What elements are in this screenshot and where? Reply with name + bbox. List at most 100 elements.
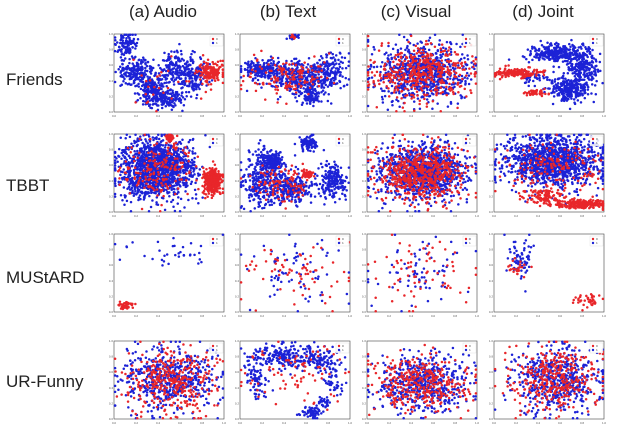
point-class-1 <box>182 103 186 107</box>
point-class-0 <box>535 70 539 73</box>
point-class-1 <box>566 71 570 75</box>
point-class-1 <box>370 76 374 79</box>
point-class-1 <box>170 77 173 81</box>
point-class-1 <box>530 45 534 49</box>
point-class-1 <box>442 46 445 49</box>
point-class-1 <box>381 101 385 104</box>
point-class-1 <box>387 90 390 93</box>
point-class-0 <box>469 89 472 92</box>
point-class-0 <box>528 66 532 69</box>
point-class-1 <box>179 150 183 154</box>
point-class-1 <box>433 78 436 82</box>
point-class-1 <box>590 75 594 79</box>
point-class-0 <box>366 34 370 38</box>
point-class-0 <box>439 92 443 95</box>
point-class-0 <box>306 81 309 84</box>
point-class-0 <box>134 101 137 104</box>
point-class-1 <box>119 71 122 74</box>
scatter-panel: 0.00.00.20.20.40.40.60.60.80.81.01.001 <box>362 32 480 118</box>
point-class-1 <box>142 99 145 103</box>
point-class-1 <box>425 98 429 101</box>
point-class-1 <box>590 92 593 95</box>
point-class-0 <box>378 82 381 86</box>
point-class-1 <box>555 84 558 87</box>
point-class-0 <box>422 78 425 82</box>
point-class-0 <box>323 61 326 64</box>
point-class-0 <box>503 71 506 75</box>
point-class-0 <box>393 70 397 74</box>
scatter-panel: 0.00.00.20.20.40.40.60.60.80.81.01.001 <box>489 32 607 118</box>
point-class-0 <box>453 50 457 54</box>
point-class-1 <box>305 77 309 81</box>
point-class-1 <box>446 75 449 79</box>
point-class-0 <box>391 80 394 84</box>
point-class-1 <box>449 100 453 104</box>
point-class-1 <box>445 91 448 95</box>
point-class-1 <box>339 71 342 74</box>
x-tick-label: 0.8 <box>453 114 457 118</box>
point-class-0 <box>428 69 432 72</box>
point-class-1 <box>464 79 467 83</box>
point-class-0 <box>453 75 457 78</box>
point-class-1 <box>389 53 393 56</box>
point-class-1 <box>256 74 260 77</box>
point-class-1 <box>596 70 600 73</box>
point-class-1 <box>548 87 551 90</box>
point-class-0 <box>512 74 515 77</box>
point-class-0 <box>319 65 322 68</box>
point-class-1 <box>173 102 176 105</box>
point-class-1 <box>387 58 390 61</box>
point-class-0 <box>471 55 474 58</box>
point-class-1 <box>133 92 137 95</box>
point-class-0 <box>388 80 392 84</box>
point-class-0 <box>440 59 444 62</box>
point-class-0 <box>504 64 507 68</box>
point-class-0 <box>309 80 313 83</box>
point-class-0 <box>380 42 384 45</box>
point-class-1 <box>175 76 178 80</box>
point-class-0 <box>449 59 453 63</box>
point-class-0 <box>422 51 426 55</box>
point-class-0 <box>397 78 401 82</box>
point-class-0 <box>288 85 292 88</box>
point-class-0 <box>385 85 388 88</box>
point-class-1 <box>161 85 164 88</box>
point-class-1 <box>575 79 579 82</box>
point-class-1 <box>146 142 150 145</box>
point-class-1 <box>573 66 577 69</box>
point-class-1 <box>383 94 387 98</box>
point-class-1 <box>139 71 142 75</box>
point-class-1 <box>390 84 394 88</box>
point-class-0 <box>535 72 538 75</box>
point-class-1 <box>320 84 324 88</box>
point-class-0 <box>270 77 273 81</box>
point-class-1 <box>181 181 185 184</box>
point-class-1 <box>444 87 448 91</box>
point-class-1 <box>269 71 272 75</box>
point-class-0 <box>460 62 463 65</box>
point-class-0 <box>422 58 425 62</box>
point-class-0 <box>498 67 502 71</box>
x-tick-label: 0.0 <box>365 114 369 118</box>
point-class-1 <box>579 55 583 59</box>
point-class-0 <box>522 69 525 72</box>
legend-label: 1 <box>596 41 598 45</box>
point-class-0 <box>529 74 533 77</box>
point-class-1 <box>133 192 136 195</box>
point-class-1 <box>337 69 340 73</box>
point-class-1 <box>298 59 301 63</box>
row-header-friends: Friends <box>6 70 63 89</box>
point-class-1 <box>539 51 543 55</box>
point-class-0 <box>515 68 519 71</box>
scatter-panel: 0.00.00.20.20.40.40.60.60.80.81.01.001 <box>235 32 353 118</box>
point-class-0 <box>393 81 397 85</box>
point-class-0 <box>383 63 387 66</box>
point-class-1 <box>253 73 257 77</box>
x-tick-label: 0.2 <box>387 114 391 118</box>
point-class-1 <box>131 33 134 37</box>
point-class-0 <box>435 63 438 66</box>
point-class-1 <box>243 68 247 71</box>
point-class-0 <box>256 82 259 86</box>
point-class-1 <box>149 65 153 69</box>
x-tick-label: 0.8 <box>200 214 204 218</box>
